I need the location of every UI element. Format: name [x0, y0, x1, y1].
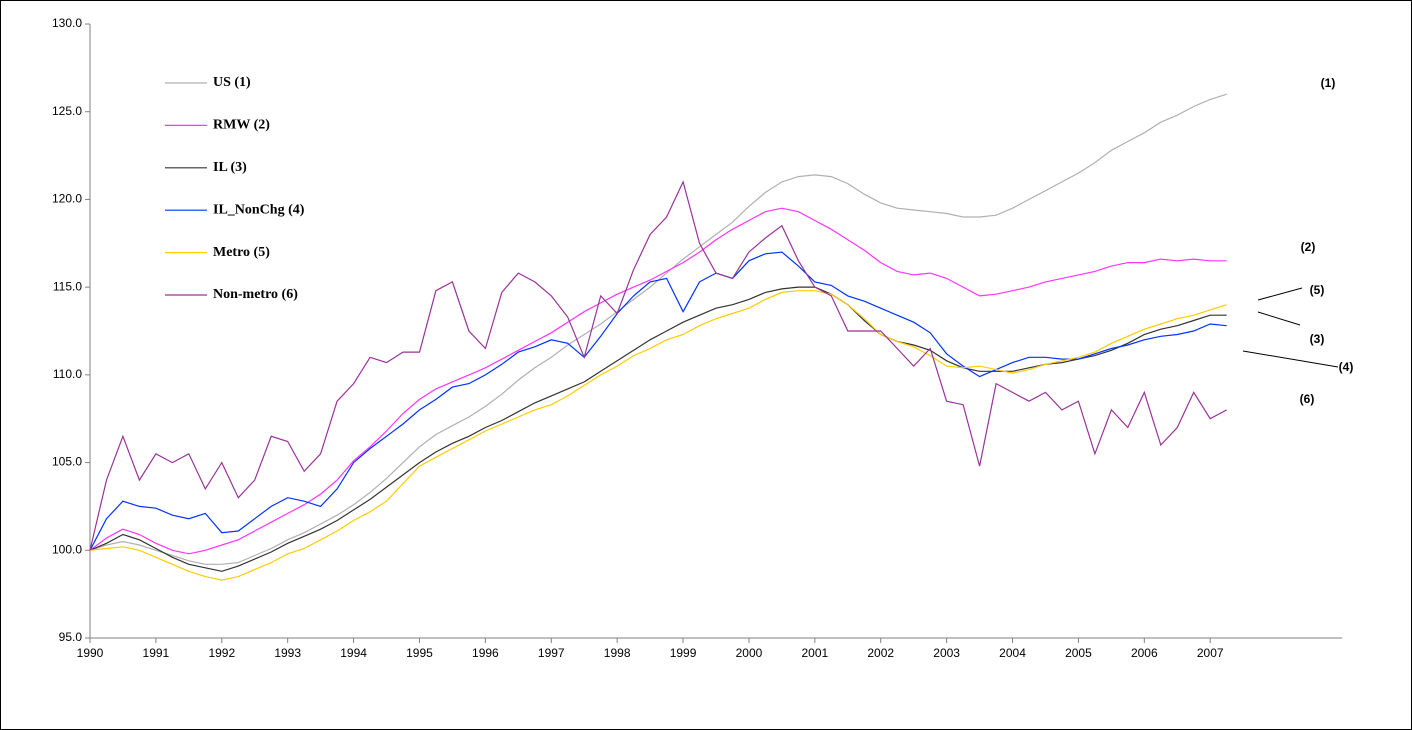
legend-label: Non-metro (6)	[213, 287, 298, 302]
leader-line	[1257, 287, 1303, 301]
annotation: (4)	[1339, 360, 1354, 374]
x-tick-label: 2006	[1131, 646, 1158, 660]
x-tick-label: 1991	[143, 646, 170, 660]
x-tick-label: 2001	[801, 646, 828, 660]
x-tick-label: 2000	[736, 646, 763, 660]
legend-label: Metro (5)	[213, 245, 270, 260]
y-tick-label: 125.0	[52, 104, 82, 118]
x-tick-label: 2005	[1065, 646, 1092, 660]
y-tick-label: 115.0	[53, 279, 82, 293]
x-tick-label: 1993	[274, 646, 301, 660]
x-tick-label: 1990	[77, 646, 104, 660]
annotation: (2)	[1301, 240, 1316, 254]
x-tick-label: 1994	[340, 646, 367, 660]
y-tick-label: 100.0	[52, 542, 82, 556]
leader-line	[1257, 311, 1301, 326]
x-tick-label: 1992	[208, 646, 235, 660]
legend-label: IL (3)	[213, 160, 247, 175]
x-tick-label: 2003	[933, 646, 960, 660]
annotation: (3)	[1310, 332, 1325, 346]
x-tick-label: 2007	[1197, 646, 1224, 660]
x-tick-label: 2002	[867, 646, 894, 660]
leader-line	[1242, 350, 1339, 368]
series-line	[89, 180, 1227, 551]
legend-label: US (1)	[213, 75, 251, 90]
legend-label: RMW (2)	[213, 118, 270, 133]
y-tick-label: 110.0	[53, 367, 82, 381]
y-tick-label: 95.0	[59, 630, 83, 644]
annotation: (1)	[1321, 76, 1336, 90]
series-line	[89, 290, 1227, 581]
x-tick-label: 1996	[472, 646, 499, 660]
x-tick-label: 1997	[538, 646, 565, 660]
series-line	[89, 286, 1227, 572]
legend-label: IL_NonChg (4)	[213, 202, 305, 217]
y-tick-label: 130.0	[52, 16, 82, 30]
y-tick-label: 105.0	[52, 455, 82, 469]
annotation: (5)	[1310, 283, 1325, 297]
y-tick-label: 120.0	[52, 192, 82, 206]
x-tick-label: 1999	[670, 646, 697, 660]
x-tick-label: 2004	[999, 646, 1026, 660]
x-tick-label: 1995	[406, 646, 433, 660]
series-line	[89, 251, 1227, 551]
x-tick-label: 1998	[604, 646, 631, 660]
series-line	[89, 207, 1227, 555]
annotation: (6)	[1300, 392, 1315, 406]
